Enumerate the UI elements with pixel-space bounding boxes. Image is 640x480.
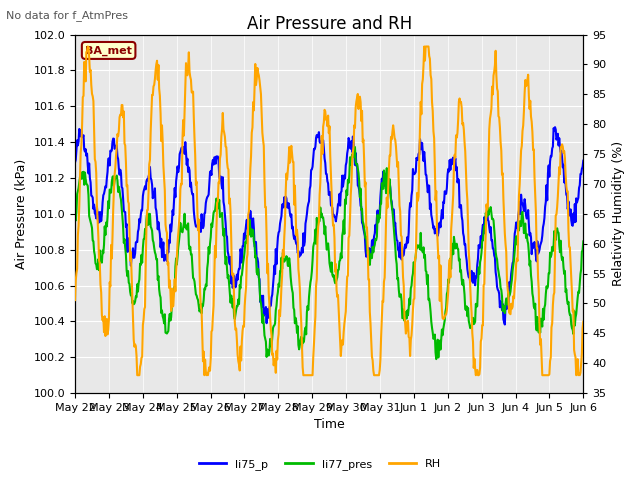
li77_pres [351,144,359,150]
li75_p [501,322,509,327]
li77_pres [184,220,192,226]
RH [212,228,220,234]
Y-axis label: Air Pressure (kPa): Air Pressure (kPa) [15,159,28,269]
RH [133,372,141,378]
li75_p [184,169,192,175]
li77_pres [211,208,219,214]
li75_p [132,239,140,245]
Text: BA_met: BA_met [85,45,132,56]
li75_p [211,154,219,160]
li75_p [390,223,398,228]
li77_pres [392,244,399,250]
Title: Air Pressure and RH: Air Pressure and RH [246,15,412,33]
Text: No data for f_AtmPres: No data for f_AtmPres [6,10,129,21]
li75_p [71,160,79,166]
li75_p [81,146,88,152]
Legend: li75_p, li77_pres, RH: li75_p, li77_pres, RH [195,455,445,474]
li75_p [579,158,587,164]
Line: li75_p: li75_p [75,127,583,324]
RH [71,297,79,303]
li75_p [551,124,559,130]
RH [407,337,415,343]
li77_pres [579,239,587,244]
Y-axis label: Relativity Humidity (%): Relativity Humidity (%) [612,141,625,287]
X-axis label: Time: Time [314,419,344,432]
Line: RH: RH [75,47,583,375]
li77_pres [433,356,440,362]
li77_pres [132,294,140,300]
RH [579,319,587,324]
li75_p [406,208,413,214]
Line: li77_pres: li77_pres [75,147,583,359]
RH [186,69,193,75]
RH [134,372,142,378]
li77_pres [81,182,88,188]
li77_pres [406,301,414,307]
RH [392,144,400,149]
li77_pres [71,214,79,220]
RH [81,59,88,65]
RH [84,44,92,49]
